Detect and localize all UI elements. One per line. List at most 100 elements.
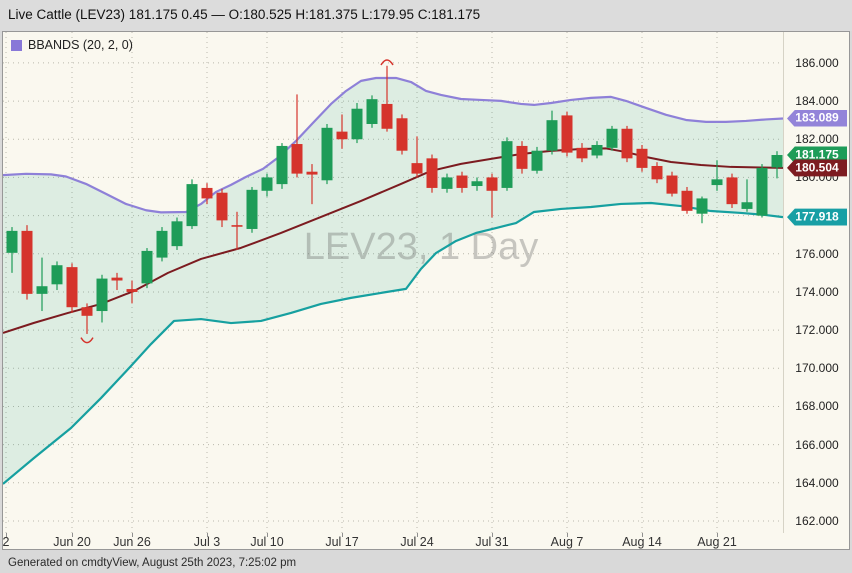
price-tick-label: 162.000 (795, 513, 839, 528)
candle-body (396, 118, 408, 151)
candle-body (546, 120, 558, 151)
price-tick-label: 170.000 (795, 361, 839, 376)
bbands-swatch-icon (11, 39, 22, 51)
candle-body (186, 184, 198, 227)
candle-body (441, 177, 453, 189)
bb-upper-line (3, 76, 783, 214)
time-tick-mark (567, 533, 568, 537)
candle-body (471, 181, 483, 187)
instrument-title: Live Cattle (LEV23) 181.175 0.45 — O:180… (8, 7, 481, 22)
price-badge-bb-lower: 177.918 (787, 208, 847, 226)
price-tick-label: 184.000 (795, 94, 839, 109)
candle-body (51, 265, 63, 285)
time-tick-label: Jun 20 (53, 535, 91, 549)
footer-bar: Generated on cmdtyView, August 25th 2023… (0, 553, 852, 573)
time-tick-label: Aug 21 (697, 535, 737, 549)
candle-body (606, 128, 618, 148)
bbands-legend-label: BBANDS (20, 2, 0) (28, 38, 133, 52)
price-tick-label: 166.000 (795, 437, 839, 452)
time-tick-mark (717, 533, 718, 537)
candle-body (666, 175, 678, 194)
candle-body (651, 165, 663, 180)
candles-layer (6, 65, 783, 334)
time-tick-mark (642, 533, 643, 537)
candle-body (771, 155, 783, 168)
bbands-fill (3, 77, 783, 484)
price-tick-label: 174.000 (795, 284, 839, 299)
chart-plot[interactable]: LEV23, 1 Day (3, 32, 783, 533)
candle-body (141, 250, 153, 284)
candle-body (126, 289, 138, 292)
candle-body (66, 267, 78, 308)
time-tick-label: 2 (2, 535, 10, 549)
candle-body (636, 148, 648, 168)
candle-body (381, 103, 393, 129)
candle-body (21, 230, 33, 294)
title-bar: Live Cattle (LEV23) 181.175 0.45 — O:180… (0, 0, 852, 31)
candle-body (276, 145, 288, 185)
price-tick-label: 182.000 (795, 132, 839, 147)
bbands-legend[interactable]: BBANDS (20, 2, 0) (11, 38, 133, 52)
time-tick-mark (6, 533, 7, 537)
bb-lower-line (3, 201, 783, 485)
time-tick-mark (417, 533, 418, 537)
time-tick-label: Jul 10 (250, 535, 284, 549)
candle-body (201, 187, 213, 199)
time-tick-label: Jun 26 (113, 535, 151, 549)
candle-body (411, 163, 423, 174)
price-tick-label: 186.000 (795, 55, 839, 70)
time-tick-mark (492, 533, 493, 537)
candle-body (351, 108, 363, 140)
candle-body (366, 99, 378, 124)
candle-body (681, 190, 693, 211)
time-tick-mark (72, 533, 73, 537)
candle-body (321, 127, 333, 181)
time-tick-mark (342, 533, 343, 537)
time-tick-label: Jul 31 (475, 535, 509, 549)
time-tick-mark (132, 533, 133, 537)
low-marker-icon (80, 337, 94, 344)
candle-body (756, 167, 768, 216)
candle-body (36, 286, 48, 294)
time-tick-label: Jul 24 (400, 535, 434, 549)
candle-body (261, 177, 273, 191)
price-tick-label: 168.000 (795, 399, 839, 414)
generated-on-text: Generated on cmdtyView, August 25th 2023… (8, 557, 297, 569)
price-badge-bb-upper: 183.089 (787, 109, 847, 127)
chart-watermark: LEV23, 1 Day (304, 226, 538, 268)
candle-body (81, 307, 93, 316)
candle-body (426, 158, 438, 188)
candle-body (171, 221, 183, 247)
candle-body (111, 277, 123, 281)
candle-body (231, 225, 243, 227)
bb-middle-line (3, 147, 783, 334)
candle-body (306, 171, 318, 175)
candle-body (336, 131, 348, 140)
candle-body (96, 278, 108, 312)
candle-body (6, 230, 18, 253)
candle-body (591, 144, 603, 156)
time-axis[interactable]: 2 Jun 20 Jun 26 Jul 3 Jul 10 Jul 17 Jul 24 Jul … (3, 533, 783, 549)
candle-body (216, 192, 228, 221)
chart-frame: LEV23, 1 Day BBANDS (20, 2, 0) 186.000 18… (2, 31, 850, 550)
price-badge-last-price: 181.175 (787, 146, 847, 164)
candle-body (741, 202, 753, 209)
price-tick-label: 164.000 (795, 475, 839, 490)
price-tick-label: 176.000 (795, 246, 839, 261)
candle-body (696, 198, 708, 214)
price-tick-label: 172.000 (795, 323, 839, 338)
time-tick-label: Jul 3 (193, 535, 221, 549)
candle-body (501, 141, 513, 188)
candle-body (456, 175, 468, 188)
time-tick-label: Aug 7 (550, 535, 584, 549)
candle-body (246, 189, 258, 229)
candle-body (291, 144, 303, 174)
candle-body (711, 179, 723, 186)
high-marker-icon (380, 59, 394, 66)
candle-body (726, 177, 738, 205)
price-axis[interactable]: 186.000 184.000 182.000 180.000 176.000 174.0… (783, 32, 850, 533)
price-badge-bb-middle: 180.504 (787, 159, 847, 177)
time-tick-mark (207, 533, 208, 537)
candle-body (561, 115, 573, 153)
candle-body (531, 150, 543, 171)
